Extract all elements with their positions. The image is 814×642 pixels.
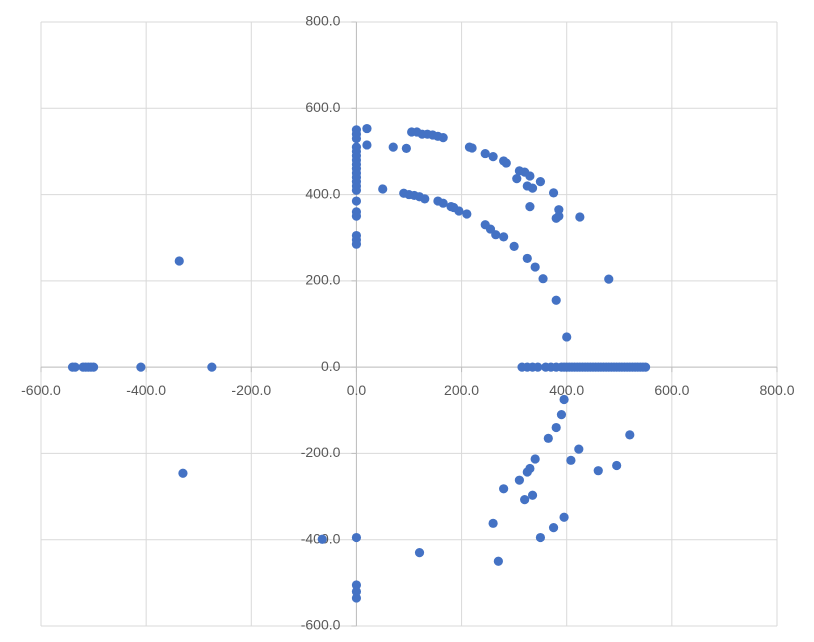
point [593, 466, 603, 476]
point [388, 142, 398, 152]
point [612, 460, 622, 471]
point [535, 177, 546, 187]
y-tick-label: 800.0 [305, 13, 340, 29]
point [625, 430, 635, 440]
point [378, 184, 388, 194]
point [317, 534, 327, 544]
y-tick-label: 600.0 [305, 99, 340, 115]
x-tick-label: 400.0 [549, 382, 584, 398]
point [559, 512, 569, 522]
y-tick-label: 200.0 [305, 272, 340, 288]
point [351, 532, 362, 543]
point [499, 232, 509, 242]
point [462, 209, 472, 219]
point [493, 556, 503, 566]
point [351, 196, 362, 206]
point [501, 158, 511, 168]
point [604, 274, 614, 284]
point [70, 362, 80, 372]
point [499, 484, 509, 494]
point [454, 206, 464, 216]
y-tick-label: -600.0 [301, 617, 341, 633]
y-tick-label: -200.0 [301, 444, 341, 460]
point [543, 433, 553, 443]
point [527, 490, 538, 500]
point [522, 253, 532, 264]
point [530, 262, 540, 272]
point [566, 455, 576, 465]
y-tick-label: 400.0 [305, 185, 340, 201]
x-tick-label: 0.0 [347, 382, 367, 398]
point [509, 241, 519, 251]
point [414, 548, 425, 558]
point [525, 171, 535, 181]
point [467, 143, 477, 153]
point [548, 523, 559, 533]
point [488, 152, 498, 162]
point [640, 362, 651, 372]
point [551, 295, 561, 305]
point [512, 174, 522, 184]
point [438, 198, 448, 208]
point [420, 194, 430, 204]
point [480, 148, 490, 159]
point [562, 332, 572, 342]
point [351, 580, 362, 590]
point [525, 202, 535, 212]
point [556, 410, 567, 420]
point [491, 230, 501, 240]
x-tick-label: 600.0 [654, 382, 689, 398]
x-tick-label: -600.0 [21, 382, 61, 398]
x-tick-label: 800.0 [759, 382, 794, 398]
x-tick-label: -400.0 [126, 382, 166, 398]
point [351, 133, 362, 144]
point [362, 123, 372, 134]
point [527, 183, 538, 193]
point [351, 593, 362, 603]
point [207, 362, 217, 372]
point [551, 422, 561, 433]
point [554, 205, 564, 215]
point [488, 518, 498, 528]
point [351, 211, 362, 221]
point [178, 468, 188, 478]
point [559, 394, 569, 405]
point [538, 274, 548, 284]
point [514, 475, 525, 485]
x-tick-label: 200.0 [444, 382, 479, 398]
point [136, 362, 146, 372]
x-tick-label: -200.0 [231, 382, 271, 398]
point [535, 532, 546, 543]
point [174, 256, 184, 266]
point [401, 143, 411, 154]
point [533, 362, 543, 372]
point [520, 494, 530, 505]
point [574, 444, 584, 454]
point [530, 454, 540, 464]
point [351, 239, 362, 249]
point [351, 185, 362, 195]
point [362, 140, 372, 150]
point [522, 467, 532, 477]
point [88, 362, 99, 372]
point [575, 212, 585, 222]
point [548, 188, 559, 198]
point [438, 133, 448, 143]
point [554, 211, 564, 221]
y-tick-label: 0.0 [321, 358, 341, 374]
point [351, 586, 362, 597]
